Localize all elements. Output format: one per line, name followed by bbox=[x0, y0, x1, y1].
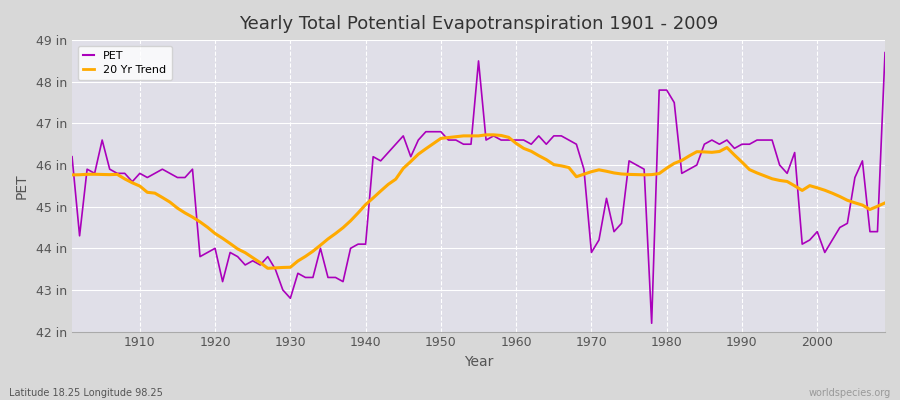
20 Yr Trend bbox=[481, 132, 491, 137]
Line: PET: PET bbox=[72, 53, 885, 323]
Legend: PET, 20 Yr Trend: PET, 20 Yr Trend bbox=[77, 46, 172, 80]
Text: Latitude 18.25 Longitude 98.25: Latitude 18.25 Longitude 98.25 bbox=[9, 388, 163, 398]
PET bbox=[127, 179, 138, 184]
20 Yr Trend bbox=[526, 149, 536, 154]
Line: 20 Yr Trend: 20 Yr Trend bbox=[72, 135, 885, 268]
PET bbox=[503, 138, 514, 142]
PET bbox=[646, 321, 657, 326]
PET bbox=[879, 50, 890, 55]
20 Yr Trend bbox=[616, 172, 627, 176]
PET bbox=[511, 138, 522, 142]
PET bbox=[67, 154, 77, 159]
20 Yr Trend bbox=[879, 200, 890, 205]
20 Yr Trend bbox=[518, 146, 529, 151]
20 Yr Trend bbox=[300, 254, 310, 259]
PET bbox=[292, 271, 303, 276]
Text: worldspecies.org: worldspecies.org bbox=[809, 388, 891, 398]
20 Yr Trend bbox=[346, 218, 356, 223]
20 Yr Trend bbox=[127, 180, 138, 185]
20 Yr Trend bbox=[67, 172, 77, 177]
Y-axis label: PET: PET bbox=[15, 173, 29, 199]
Title: Yearly Total Potential Evapotranspiration 1901 - 2009: Yearly Total Potential Evapotranspiratio… bbox=[238, 15, 718, 33]
20 Yr Trend bbox=[263, 266, 274, 271]
PET bbox=[601, 196, 612, 201]
X-axis label: Year: Year bbox=[464, 355, 493, 369]
PET bbox=[338, 279, 348, 284]
